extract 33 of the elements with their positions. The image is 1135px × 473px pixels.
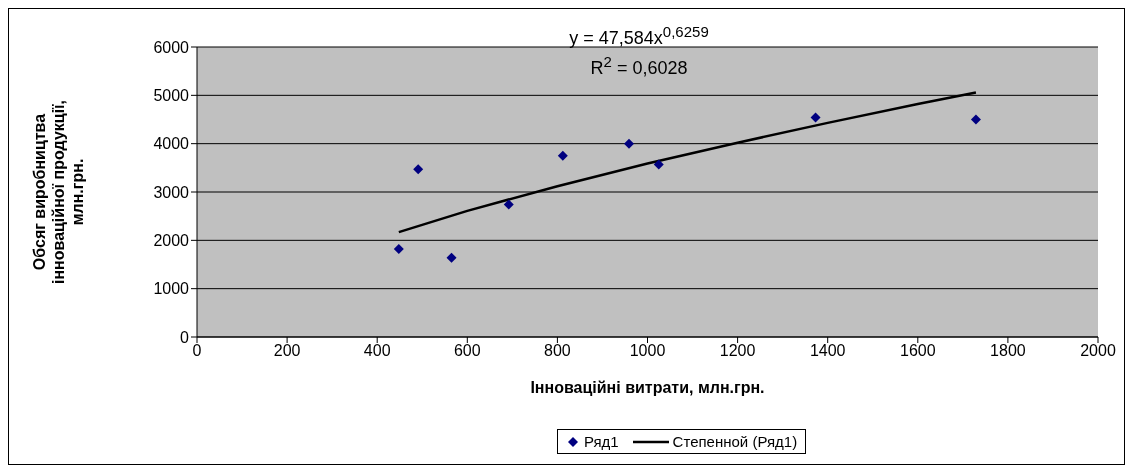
x-tick-label: 1400 bbox=[809, 342, 846, 360]
x-tick-label: 2000 bbox=[1080, 342, 1116, 360]
point bbox=[503, 199, 514, 210]
y-axis-title: Обсяг виробництва інноваційної продукції, млн.грн. bbox=[31, 99, 86, 285]
x-tick-label: 800 bbox=[544, 342, 571, 360]
x-tick-label: 1000 bbox=[629, 342, 666, 360]
x-axis-title: Інноваційні витрати, млн.грн. bbox=[530, 379, 765, 396]
y-tick-label: 4000 bbox=[153, 135, 190, 153]
x-tick-label: 0 bbox=[192, 342, 202, 360]
annotation: y = 47,584x$^{0,6259}$ bbox=[568, 23, 710, 49]
y-tick-label: 3000 bbox=[153, 183, 190, 201]
point bbox=[653, 159, 664, 170]
y-tick-label: 2000 bbox=[153, 232, 190, 250]
x-tick-label: 1800 bbox=[990, 342, 1026, 360]
x-tick-label: 400 bbox=[363, 342, 391, 360]
point bbox=[446, 252, 457, 263]
x-tick-label: 1200 bbox=[719, 342, 756, 360]
point bbox=[557, 150, 568, 161]
y-tick-label: 1000 bbox=[153, 280, 190, 298]
y-tick-label: 6000 bbox=[153, 38, 190, 56]
point bbox=[624, 138, 635, 149]
x-tick-label: 600 bbox=[453, 342, 481, 360]
point bbox=[970, 114, 981, 125]
y-tick-label: 0 bbox=[180, 328, 190, 346]
legend-label: Ряд1 bbox=[582, 433, 619, 450]
legend-label: Степенной (Ряд1) bbox=[671, 433, 798, 450]
y-tick-label: 5000 bbox=[153, 87, 190, 105]
point bbox=[393, 244, 404, 255]
annotation: R$^{2}$ = 0,6028 bbox=[589, 53, 689, 79]
point bbox=[413, 164, 424, 175]
x-tick-label: 1600 bbox=[900, 342, 936, 360]
x-tick-label: 200 bbox=[273, 342, 301, 360]
point bbox=[810, 112, 821, 123]
